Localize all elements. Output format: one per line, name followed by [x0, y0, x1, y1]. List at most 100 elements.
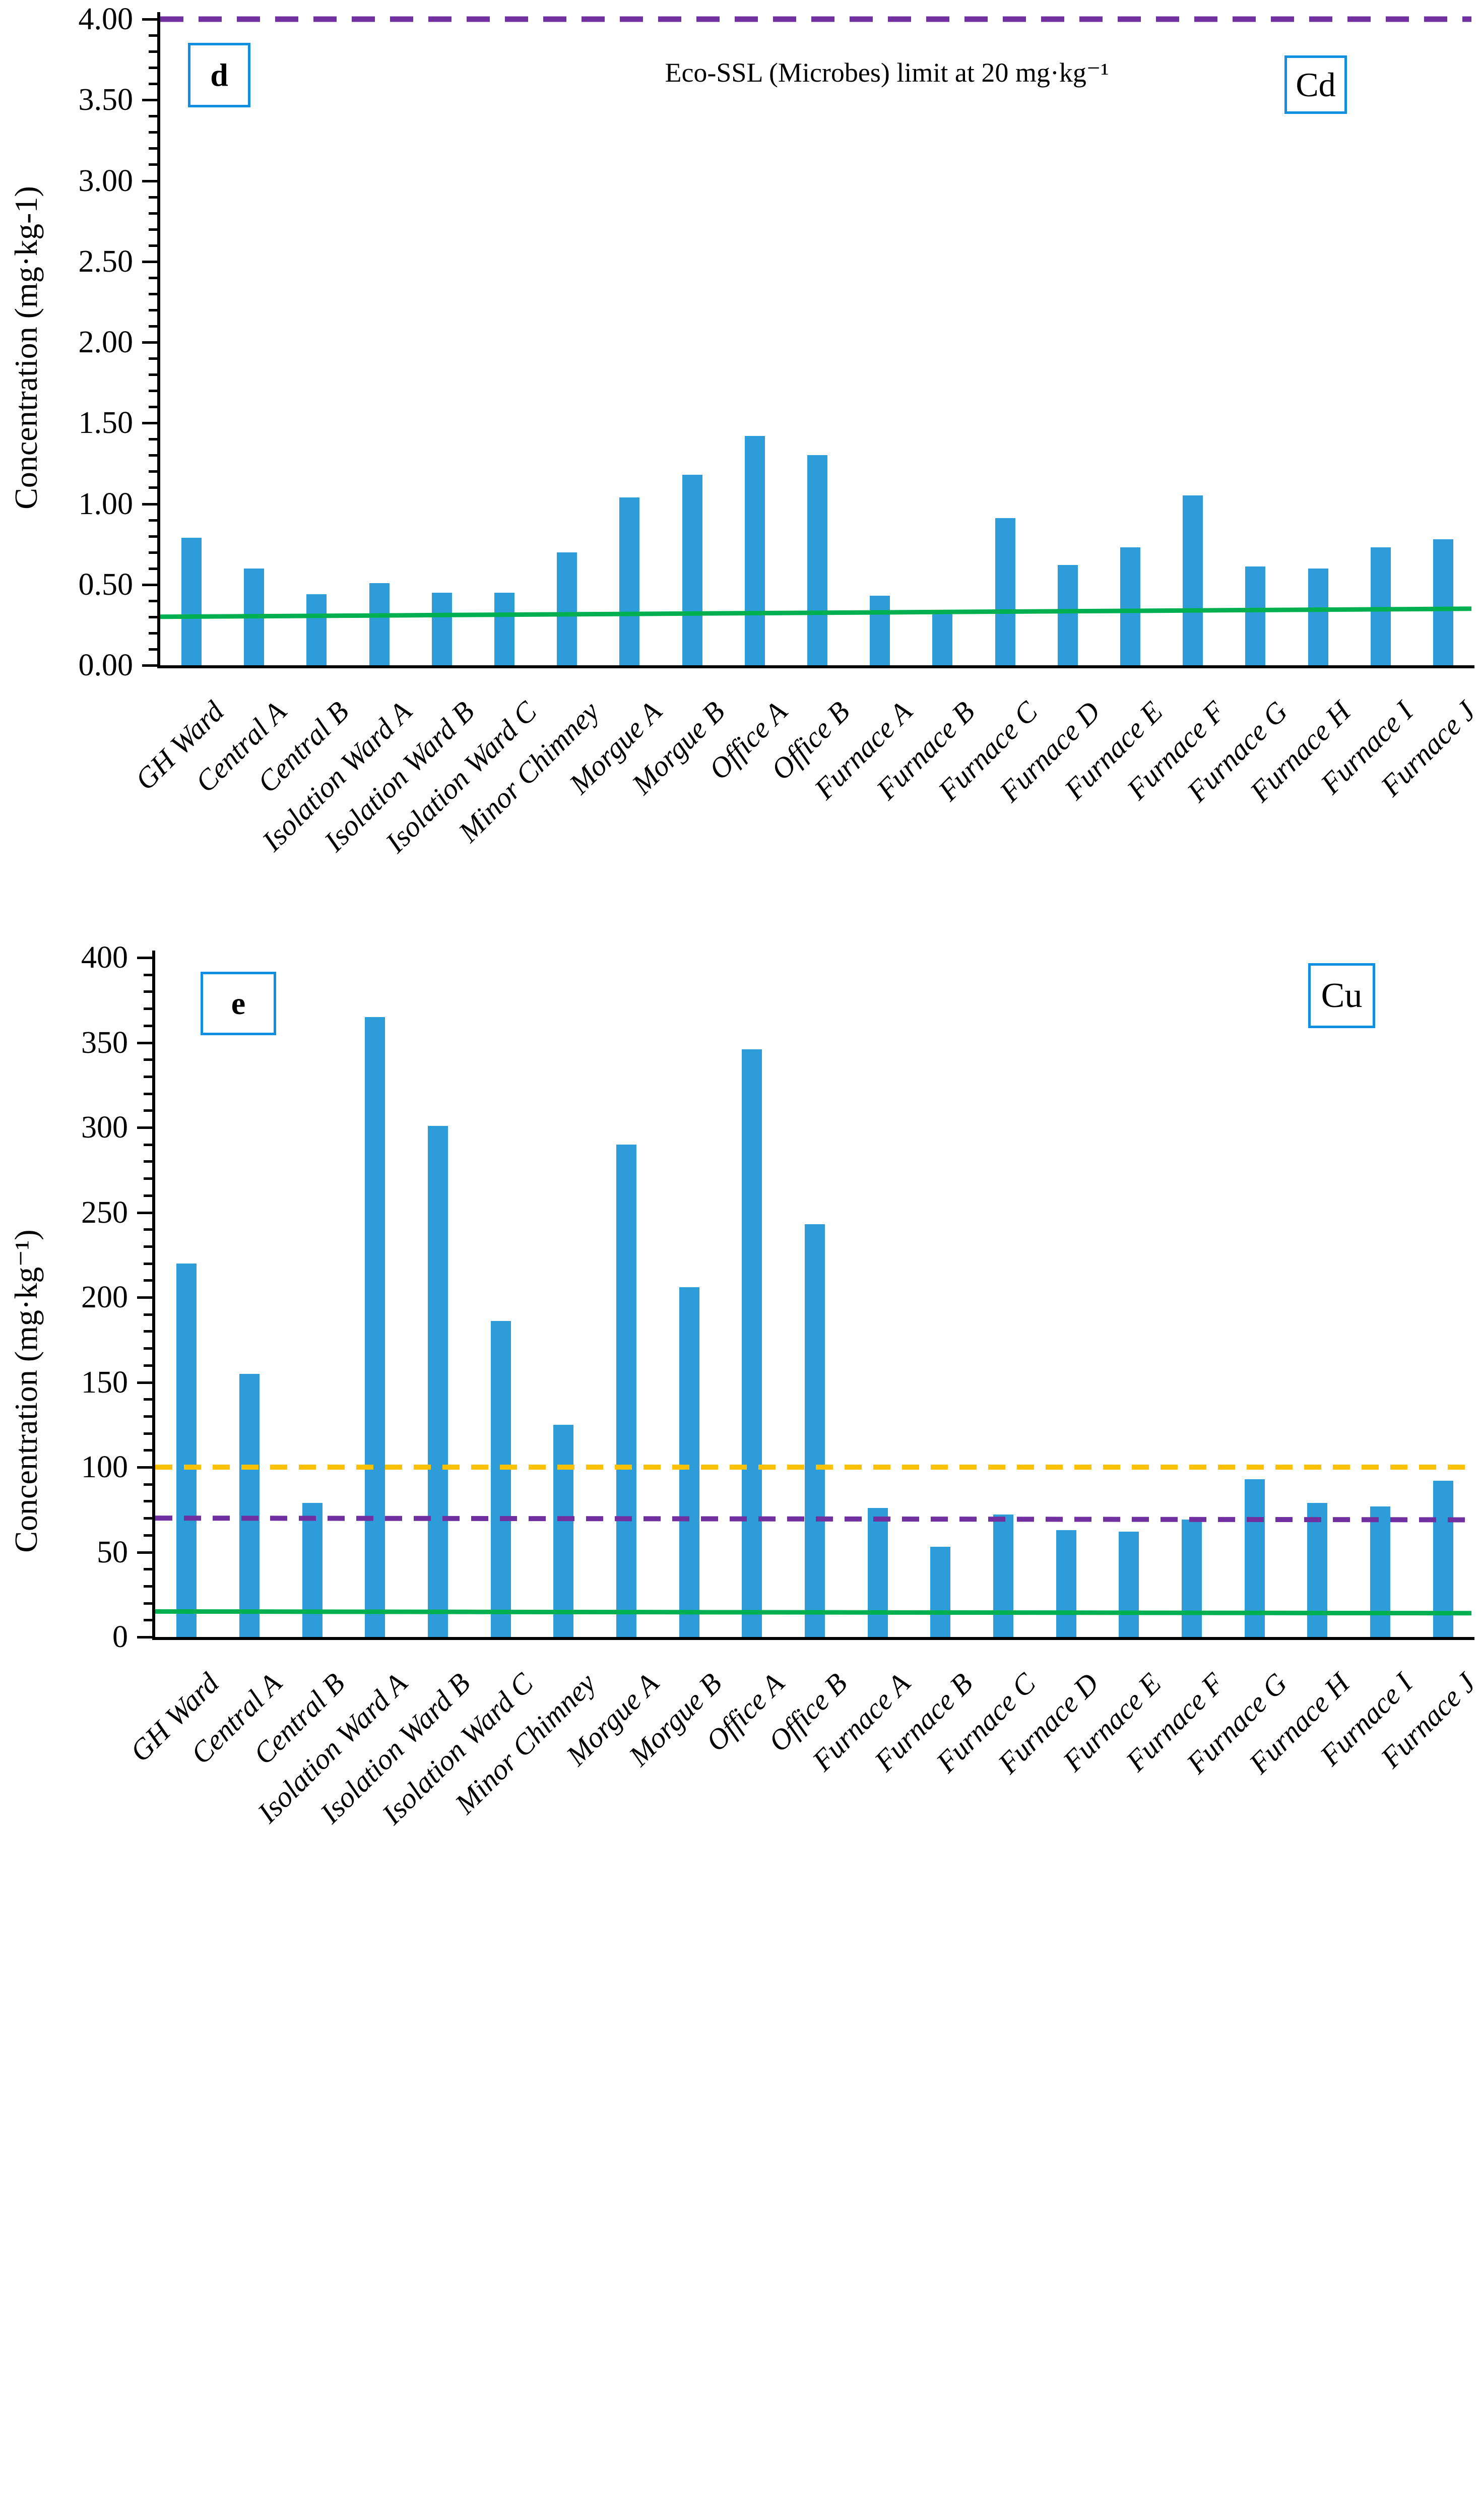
y-major-tick [137, 1212, 152, 1214]
y-minor-tick [149, 648, 157, 651]
y-minor-tick [144, 1058, 152, 1061]
y-major-tick [137, 1466, 152, 1469]
x-axis-line [152, 1637, 1474, 1640]
y-minor-tick [149, 212, 157, 215]
y-minor-tick [144, 1517, 152, 1520]
bar-gh-ward [176, 1264, 197, 1637]
y-minor-tick [144, 1160, 152, 1163]
y-minor-tick [149, 600, 157, 602]
y-minor-tick [149, 228, 157, 231]
x-axis-line [157, 665, 1474, 668]
bar-isolation-ward-a [369, 583, 390, 665]
y-minor-tick [144, 1093, 152, 1095]
y-minor-tick [144, 1025, 152, 1027]
green-solid-line [155, 1609, 1472, 1616]
bar-furnace-a [870, 596, 890, 665]
y-tick-label: 150 [81, 1365, 128, 1400]
y-major-tick [142, 664, 157, 667]
y-minor-tick [149, 438, 157, 440]
green-solid-line [160, 606, 1472, 619]
element-symbol-box: Cd [1284, 55, 1347, 114]
bar-furnace-e [1120, 547, 1140, 665]
bar-morgue-a [616, 1145, 636, 1637]
y-axis-line [157, 12, 160, 668]
bar-furnace-e [1119, 1532, 1139, 1637]
element-symbol: Cd [1296, 65, 1336, 104]
y-minor-tick [149, 83, 157, 85]
y-tick-label: 0.00 [78, 648, 134, 682]
y-minor-tick [144, 1483, 152, 1486]
y-major-tick [142, 18, 157, 21]
y-major-tick [142, 261, 157, 263]
y-major-tick [142, 584, 157, 586]
y-minor-tick [149, 551, 157, 554]
y-minor-tick [149, 196, 157, 199]
y-minor-tick [149, 115, 157, 117]
y-minor-tick [144, 1313, 152, 1316]
y-minor-tick [149, 309, 157, 311]
y-major-tick [137, 1636, 152, 1639]
y-tick-label: 4.00 [78, 2, 134, 36]
bar-furnace-b [932, 612, 952, 665]
bar-furnace-f [1183, 495, 1203, 665]
bar-central-a [239, 1374, 260, 1637]
y-minor-tick [149, 244, 157, 247]
bar-isolation-ward-b [428, 1126, 448, 1637]
y-minor-tick [149, 277, 157, 279]
bar-minor-chimney [553, 1425, 573, 1637]
y-minor-tick [144, 1109, 152, 1112]
y-tick-label: 1.00 [78, 487, 134, 521]
cd-bar-chart-panel: Concentration (mg·kg-1) Eco-SSL (Microbe… [8, 2, 1480, 859]
y-minor-tick [149, 34, 157, 37]
bar-office-a [745, 436, 765, 665]
y-tick-label: 3.50 [78, 83, 134, 117]
bar-central-b [306, 594, 327, 665]
y-minor-tick [144, 990, 152, 993]
y-tick-label: 3.00 [78, 164, 134, 198]
y-minor-tick [149, 568, 157, 570]
y-tick-label: 200 [81, 1280, 128, 1314]
bar-office-a [742, 1049, 762, 1637]
purple-dashed-line [155, 1516, 1472, 1523]
panel-letter-box: d [188, 43, 250, 107]
y-major-tick [142, 422, 157, 424]
y-major-tick [137, 1381, 152, 1384]
y-minor-tick [149, 390, 157, 392]
cu-bar-chart-panel: Concentration (mg·kg⁻¹) e Cu 0 50 100 150 20… [8, 940, 1480, 1831]
y-minor-tick [144, 1228, 152, 1231]
y-tick-label: 1.50 [78, 406, 134, 440]
y-major-tick [142, 503, 157, 506]
y-minor-tick [149, 535, 157, 538]
bar-minor-chimney [557, 552, 577, 665]
y-minor-tick [144, 1279, 152, 1282]
y-major-tick [137, 1296, 152, 1299]
element-symbol: Cu [1321, 976, 1363, 1015]
y-major-tick [137, 1042, 152, 1044]
bar-furnace-c [993, 1515, 1013, 1637]
y-minor-tick [144, 1500, 152, 1502]
bar-furnace-h [1308, 569, 1328, 665]
y-major-tick [142, 180, 157, 182]
bar-furnace-f [1182, 1520, 1202, 1637]
y-minor-tick [144, 1585, 152, 1588]
y-minor-tick [144, 1398, 152, 1401]
bar-furnace-c [995, 518, 1015, 665]
reference-lines-layer [160, 16, 1472, 619]
y-major-tick [137, 957, 152, 959]
y-minor-tick [149, 616, 157, 618]
y-tick-label: 400 [81, 940, 128, 975]
y-tick-label: 300 [81, 1110, 128, 1145]
bar-isolation-ward-a [365, 1017, 385, 1637]
element-symbol-box: Cu [1308, 963, 1375, 1028]
y-minor-tick [144, 1602, 152, 1605]
y-minor-tick [144, 1568, 152, 1570]
y-axis-line [152, 951, 155, 1640]
bar-morgue-b [682, 475, 702, 665]
bar-isolation-ward-b [432, 593, 452, 665]
y-major-tick [137, 1126, 152, 1129]
panel-letter-box: e [201, 972, 276, 1035]
y-tick-label: 2.50 [78, 244, 134, 279]
bar-morgue-b [679, 1287, 699, 1637]
y-minor-tick [144, 974, 152, 976]
y-minor-tick [144, 1177, 152, 1180]
